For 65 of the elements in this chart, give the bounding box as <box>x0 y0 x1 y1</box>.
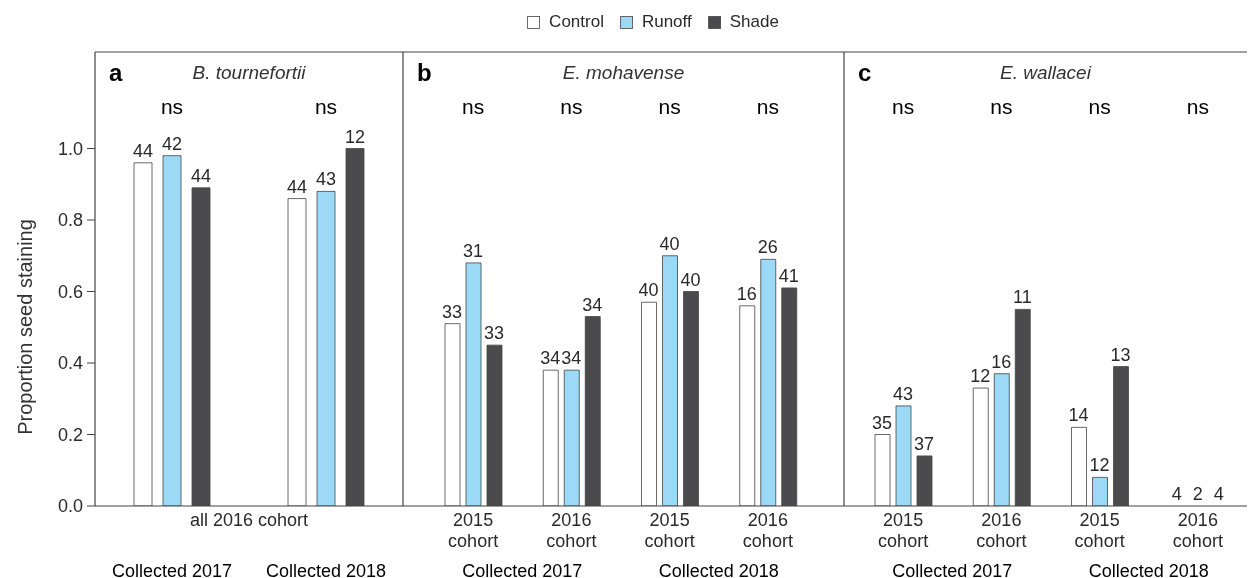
annotation: 42 <box>161 133 183 154</box>
annotation: 40 <box>659 233 680 254</box>
annotation: 16 <box>991 351 1012 372</box>
legend-label: Shade <box>729 12 779 31</box>
annotation: 31 <box>463 240 484 261</box>
x-tick-label: 2016 cohort <box>546 510 597 551</box>
annotation: 12 <box>1089 455 1110 476</box>
annotation: 41 <box>778 265 799 286</box>
x-tick-label: 2015 cohort <box>1074 510 1125 551</box>
annotation: 12 <box>344 126 366 147</box>
annotation: 11 <box>1013 287 1032 308</box>
text: E. wallacei <box>1000 62 1091 83</box>
annotation: 44 <box>286 176 308 197</box>
y-tick-label: 0.4 <box>57 353 83 374</box>
annotation: 34 <box>582 294 603 315</box>
annotation: 43 <box>315 169 337 190</box>
annotation: ns <box>990 95 1013 118</box>
y-tick-label: 1.0 <box>57 138 83 159</box>
y-tick-label: 0.0 <box>57 496 83 517</box>
y-tick-label: 0.8 <box>57 210 83 231</box>
annotation: 12 <box>970 366 991 387</box>
x-tick-label: 2016 cohort <box>976 510 1027 551</box>
annotation: 13 <box>1110 344 1131 365</box>
annotation: ns <box>892 95 915 118</box>
annotation: 43 <box>893 383 914 404</box>
annotation: 33 <box>484 323 505 344</box>
y-axis-title: Proportion seed staining <box>13 219 36 436</box>
annotation: ns <box>1186 95 1209 118</box>
annotation: 34 <box>561 348 582 369</box>
annotation: 40 <box>680 269 701 290</box>
annotation: 34 <box>540 348 561 369</box>
text: E. mohavense <box>562 62 685 83</box>
chart-title: c <box>858 59 872 86</box>
annotation: 16 <box>736 283 757 304</box>
x-axis-title: all 2016 cohort <box>189 509 309 530</box>
annotation: 37 <box>914 433 935 454</box>
annotation: 33 <box>442 301 463 322</box>
annotation: 14 <box>1068 405 1089 426</box>
legend-label: Runoff <box>641 12 692 31</box>
chart-title: b <box>417 59 432 86</box>
annotation: ns <box>462 95 485 118</box>
annotation: ns <box>658 95 681 118</box>
annotation: 4 <box>1213 484 1224 504</box>
annotation: ns <box>756 95 779 118</box>
annotation: 4 <box>1171 484 1182 504</box>
text: B. tournefortii <box>192 62 306 83</box>
x-tick-label: 2015 cohort <box>448 510 499 551</box>
chart-title: a <box>109 59 123 86</box>
annotation: 2 <box>1192 484 1203 504</box>
y-tick-label: 0.6 <box>57 281 83 302</box>
annotation: ns <box>560 95 583 118</box>
annotation: 26 <box>757 237 778 258</box>
annotation: 44 <box>132 140 154 161</box>
y-tick-label: 0.2 <box>57 424 83 445</box>
legend-label: Control <box>549 12 604 31</box>
annotation: ns <box>160 95 184 118</box>
annotation: 44 <box>190 165 212 186</box>
annotation: 40 <box>638 280 659 301</box>
annotation: 35 <box>872 412 893 433</box>
x-tick-label: 2016 cohort <box>1172 510 1223 551</box>
annotation: ns <box>314 95 338 118</box>
x-tick-label: 2015 cohort <box>644 510 695 551</box>
annotation: ns <box>1088 95 1111 118</box>
x-tick-label: 2015 cohort <box>878 510 929 551</box>
x-tick-label: 2016 cohort <box>742 510 793 551</box>
